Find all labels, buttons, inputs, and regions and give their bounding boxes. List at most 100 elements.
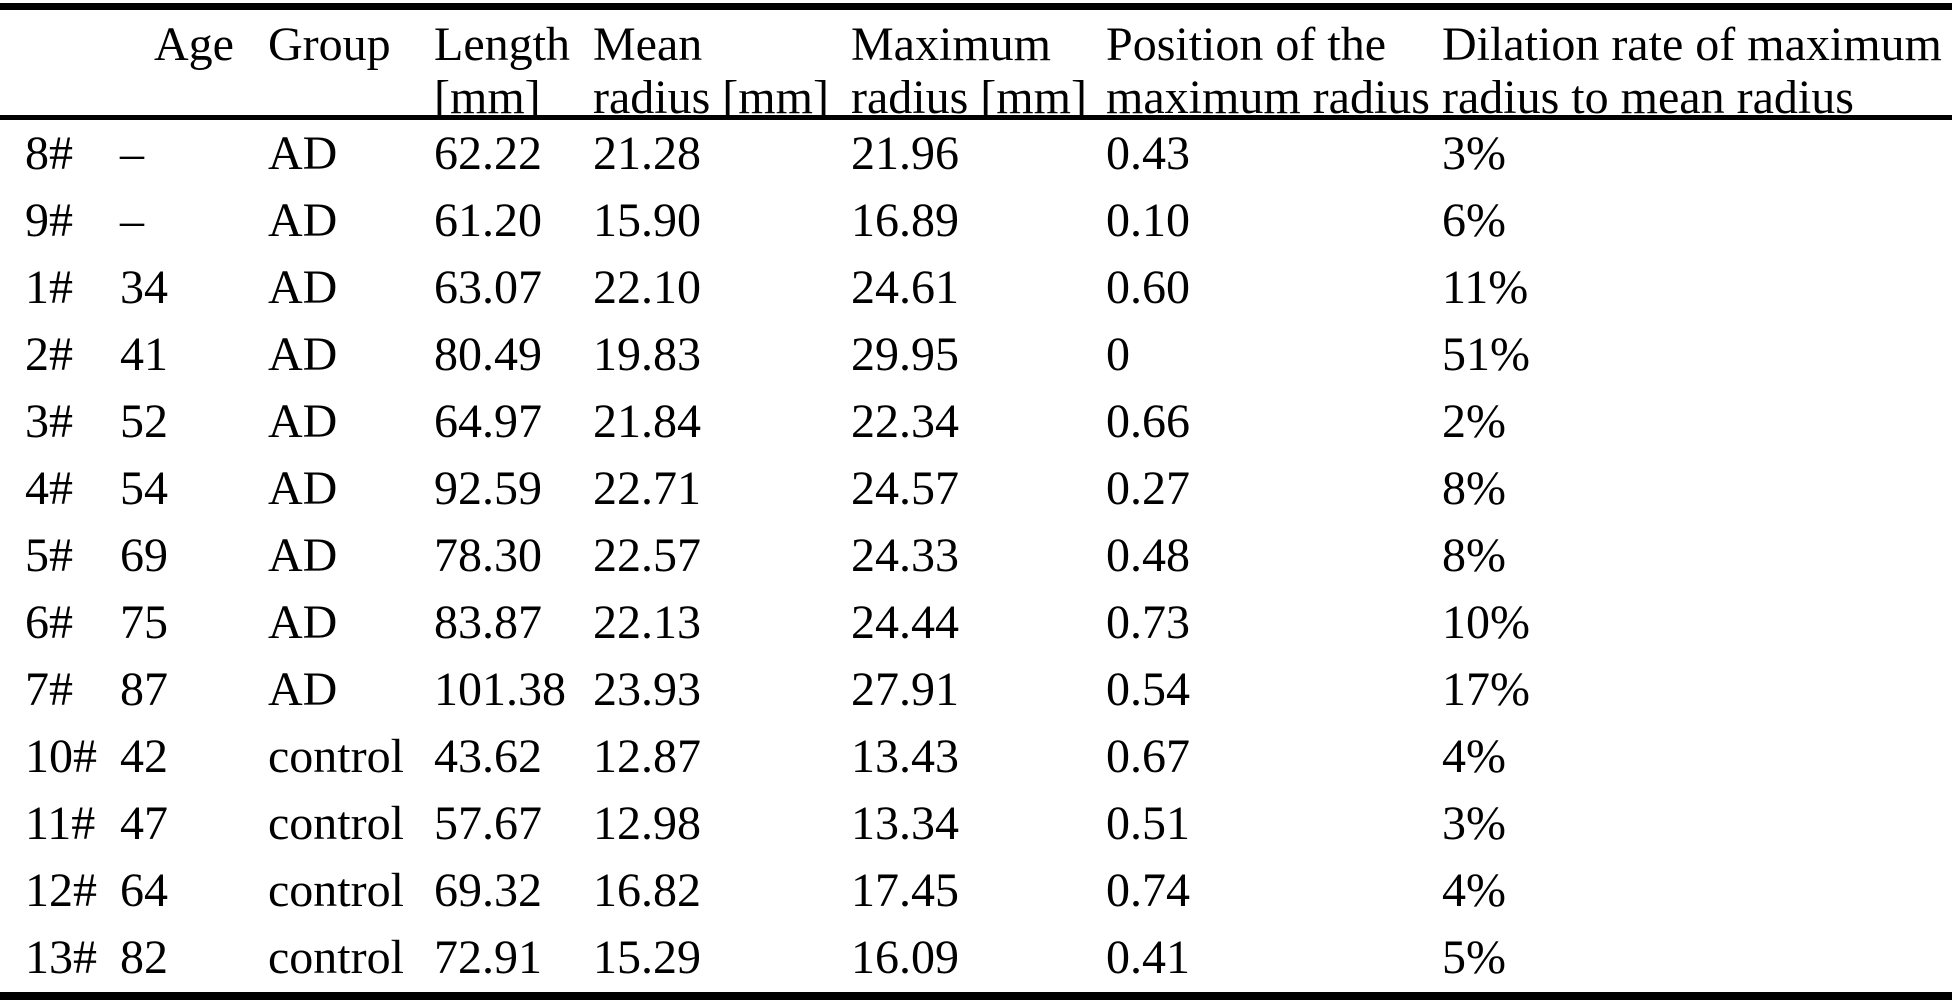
cell-id: 1#	[25, 260, 73, 314]
cell-mean-radius: 12.98	[593, 797, 701, 851]
column-header-label: Position of the	[1106, 18, 1387, 71]
cell-position: 0.41	[1106, 931, 1190, 985]
cell-group: control	[268, 730, 404, 784]
cell-mean-radius: 21.28	[593, 126, 701, 180]
cell-group: AD	[268, 193, 338, 247]
cell-id: 2#	[25, 327, 73, 381]
cell-maximum-radius: 13.34	[851, 797, 959, 851]
cell-maximum-radius: 24.61	[851, 260, 959, 314]
cell-age: 42	[120, 730, 168, 784]
table-row: 5# 69 AD 78.30 22.57 24.33 0.48 8%	[0, 522, 1952, 589]
cell-maximum-radius: 24.44	[851, 596, 959, 650]
cell-id: 4#	[25, 461, 73, 515]
cell-age: –	[120, 193, 144, 247]
column-header-label: Length	[434, 18, 570, 71]
header-separator-rule	[0, 115, 1952, 120]
cell-position: 0.51	[1106, 797, 1190, 851]
cell-mean-radius: 12.87	[593, 730, 701, 784]
cell-age: 52	[120, 394, 168, 448]
cell-position: 0.74	[1106, 864, 1190, 918]
cell-age: 47	[120, 797, 168, 851]
cell-id: 3#	[25, 394, 73, 448]
table-row: 2# 41 AD 80.49 19.83 29.95 0 51%	[0, 321, 1952, 388]
cell-maximum-radius: 22.34	[851, 394, 959, 448]
cell-id: 5#	[25, 529, 73, 582]
cell-length: 57.67	[434, 797, 542, 851]
cell-id: 6#	[25, 596, 73, 650]
cell-position: 0	[1106, 327, 1130, 381]
cell-age: 75	[120, 596, 168, 650]
cell-length: 64.97	[434, 394, 542, 448]
cell-mean-radius: 22.10	[593, 260, 701, 314]
cell-id: 13#	[25, 931, 97, 985]
cell-age: 64	[120, 864, 168, 918]
cell-maximum-radius: 13.43	[851, 730, 959, 784]
table-row: 1# 34 AD 63.07 22.10 24.61 0.60 11%	[0, 254, 1952, 321]
column-header-label: Group	[268, 18, 391, 71]
cell-dilation: 2%	[1442, 394, 1506, 448]
cell-dilation: 8%	[1442, 529, 1506, 582]
cell-age: 87	[120, 663, 168, 717]
cell-length: 80.49	[434, 327, 542, 381]
cell-position: 0.48	[1106, 529, 1190, 582]
table-row: 4# 54 AD 92.59 22.71 24.57 0.27 8%	[0, 455, 1952, 522]
cell-dilation: 8%	[1442, 461, 1506, 515]
cell-id: 8#	[25, 126, 73, 180]
table-header-row: Age Group Length [mm] Mean radius [mm] M…	[0, 10, 1952, 124]
cell-dilation: 3%	[1442, 126, 1506, 180]
cell-length: 69.32	[434, 864, 542, 918]
cell-dilation: 51%	[1442, 327, 1530, 381]
cell-position: 0.27	[1106, 461, 1190, 515]
column-header-length: Length [mm]	[434, 18, 593, 124]
cell-length: 83.87	[434, 596, 542, 650]
table-bottom-rule	[0, 992, 1952, 1000]
table-row: 10# 42 control 43.62 12.87 13.43 0.67 4%	[0, 724, 1952, 791]
cell-group: control	[268, 931, 404, 985]
column-header-id	[25, 18, 120, 124]
column-header-age: Age	[120, 18, 268, 124]
column-header-dilation: Dilation rate of maximum radius to mean …	[1442, 18, 1952, 124]
cell-id: 11#	[25, 797, 96, 851]
table-row: 13# 82 control 72.91 15.29 16.09 0.41 5%	[0, 925, 1952, 992]
cell-position: 0.66	[1106, 394, 1190, 448]
column-header-mean-radius: Mean radius [mm]	[593, 18, 851, 124]
column-header-label: Mean	[593, 18, 703, 71]
cell-position: 0.73	[1106, 596, 1190, 650]
cell-group: AD	[268, 663, 338, 717]
cell-maximum-radius: 16.09	[851, 931, 959, 985]
cell-id: 12#	[25, 864, 97, 918]
cell-id: 9#	[25, 193, 73, 247]
cell-age: 69	[120, 529, 168, 582]
column-header-position: Position of the maximum radius	[1106, 18, 1442, 124]
cell-group: AD	[268, 596, 338, 650]
cell-group: AD	[268, 260, 338, 314]
column-header-label: Maximum	[851, 18, 1051, 71]
cell-age: 34	[120, 260, 168, 314]
cell-length: 63.07	[434, 260, 542, 314]
cell-mean-radius: 19.83	[593, 327, 701, 381]
cell-group: AD	[268, 461, 338, 515]
cell-mean-radius: 16.82	[593, 864, 701, 918]
cell-age: 54	[120, 461, 168, 515]
table-row: 3# 52 AD 64.97 21.84 22.34 0.66 2%	[0, 388, 1952, 455]
cell-age: –	[120, 126, 144, 180]
cell-position: 0.67	[1106, 730, 1190, 784]
cell-length: 43.62	[434, 730, 542, 784]
cell-age: 41	[120, 327, 168, 381]
table-top-rule	[0, 3, 1952, 10]
cell-age: 82	[120, 931, 168, 985]
cell-mean-radius: 22.71	[593, 461, 701, 515]
table-row: 7# 87 AD 101.38 23.93 27.91 0.54 17%	[0, 657, 1952, 724]
cell-dilation: 10%	[1442, 596, 1530, 650]
column-header-maximum-radius: Maximum radius [mm]	[851, 18, 1106, 124]
cell-group: AD	[268, 126, 338, 180]
cell-dilation: 5%	[1442, 931, 1506, 985]
cell-dilation: 6%	[1442, 193, 1506, 247]
cell-maximum-radius: 24.57	[851, 461, 959, 515]
cell-mean-radius: 22.57	[593, 529, 701, 582]
cell-dilation: 4%	[1442, 730, 1506, 784]
cell-id: 10#	[25, 730, 97, 784]
table-body: 8# – AD 62.22 21.28 21.96 0.43 3% 9# – A…	[0, 120, 1952, 992]
table-row: 11# 47 control 57.67 12.98 13.34 0.51 3%	[0, 791, 1952, 858]
cell-position: 0.10	[1106, 193, 1190, 247]
